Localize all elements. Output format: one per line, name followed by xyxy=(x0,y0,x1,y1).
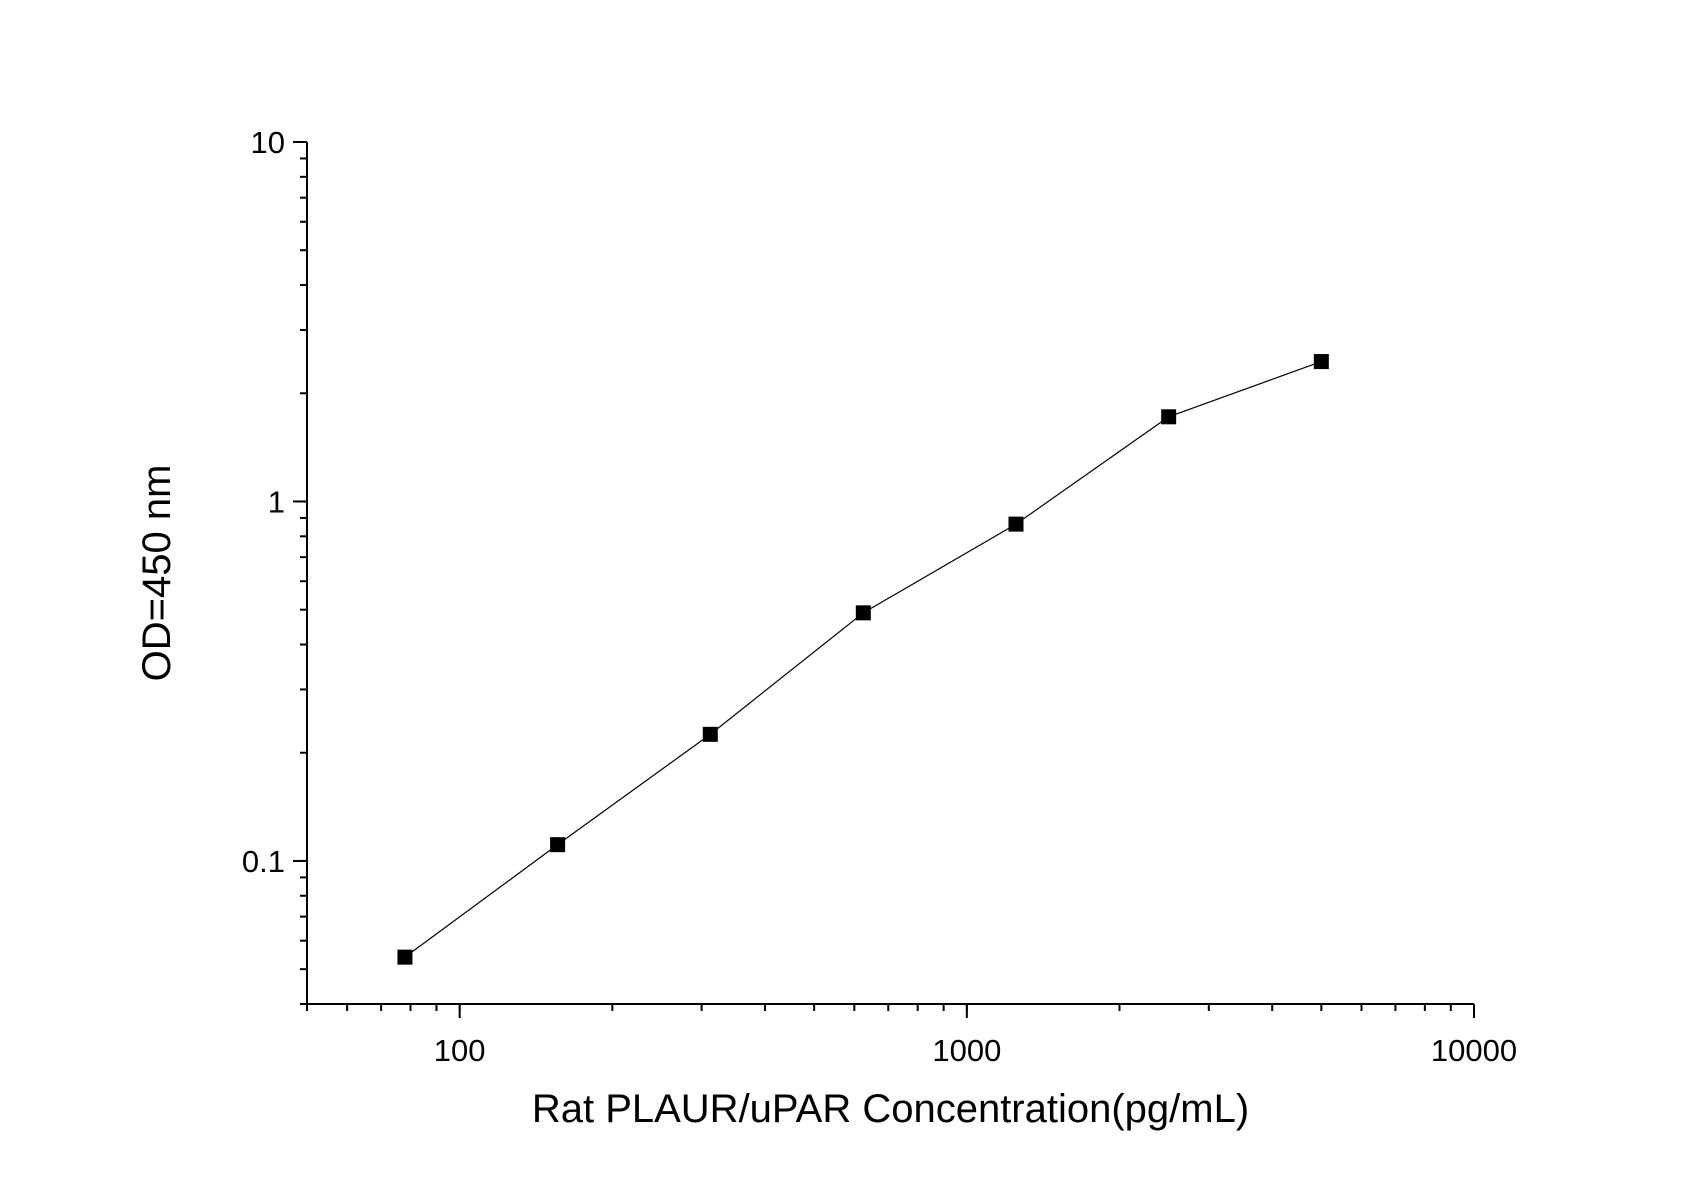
data-point xyxy=(397,949,413,965)
y-tick-label: 0.1 xyxy=(242,844,285,879)
y-tick-label: 1 xyxy=(268,484,285,519)
data-point xyxy=(1008,516,1024,532)
data-points xyxy=(397,354,1329,965)
data-point xyxy=(1161,409,1177,425)
tick-labels: 100 1000 10000 10 1 0.1 xyxy=(242,125,1517,1068)
y-axis-title: OD=450 nm xyxy=(135,465,179,682)
major-ticks xyxy=(293,141,1475,1018)
data-point xyxy=(1313,354,1329,370)
axes xyxy=(306,142,1474,1005)
minor-ticks xyxy=(300,141,1475,1011)
y-tick-label: 10 xyxy=(251,125,285,160)
x-axis-title: Rat PLAUR/uPAR Concentration(pg/mL) xyxy=(532,1087,1249,1131)
series-polyline xyxy=(404,361,1322,958)
data-point xyxy=(855,605,871,621)
x-tick-label: 1000 xyxy=(932,1033,1001,1068)
series-line xyxy=(404,361,1322,958)
data-point xyxy=(550,837,566,853)
x-tick-label: 100 xyxy=(434,1033,486,1068)
x-tick-label: 10000 xyxy=(1431,1033,1517,1068)
data-point xyxy=(702,726,718,742)
